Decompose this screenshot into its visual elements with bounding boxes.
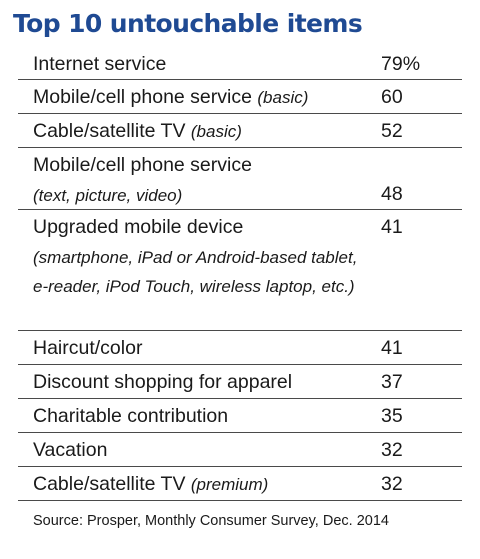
item-detail: (smartphone, iPad or Android-based table…	[33, 248, 358, 296]
item-label: Discount shopping for apparel	[33, 367, 368, 398]
item-value: 32	[381, 439, 403, 461]
item-qualifier: (premium)	[190, 475, 269, 494]
item-value: 48	[381, 183, 403, 205]
table-row: Internet service 79%	[18, 46, 462, 80]
table-row: Mobile/cell phone service (basic) 60	[18, 80, 462, 114]
item-value: 37	[381, 371, 403, 393]
table-row: Cable/satellite TV (basic) 52	[18, 114, 462, 148]
item-label: Cable/satellite TV (basic)	[33, 116, 368, 147]
item-name: Cable/satellite TV	[33, 120, 186, 142]
item-qualifier: (basic)	[190, 122, 242, 141]
table-row: Haircut/color 41	[18, 331, 462, 365]
item-name: Mobile/cell phone service	[33, 154, 252, 176]
item-label: Cable/satellite TV (premium)	[33, 469, 368, 500]
item-label: Mobile/cell phone service (text, picture…	[33, 150, 368, 210]
item-value: 41	[381, 216, 403, 238]
item-label: Mobile/cell phone service (basic)	[33, 82, 368, 113]
table-row: Vacation 32	[18, 433, 462, 467]
table-row: Discount shopping for apparel 37	[18, 365, 462, 399]
item-value: 60	[381, 86, 403, 108]
table-row: Charitable contribution 35	[18, 399, 462, 433]
item-label: Internet service	[33, 49, 368, 80]
item-name: Vacation	[33, 439, 108, 461]
item-name: Internet service	[33, 53, 167, 75]
item-label: Charitable contribution	[33, 401, 368, 432]
item-label: Haircut/color	[33, 333, 368, 364]
item-name: Upgraded mobile device	[33, 216, 244, 238]
table-row: Cable/satellite TV (premium) 32	[18, 467, 462, 501]
item-name: Discount shopping for apparel	[33, 371, 293, 393]
item-name: Cable/satellite TV	[33, 473, 186, 495]
item-value: 35	[381, 405, 403, 427]
item-label: Vacation	[33, 435, 368, 466]
item-value: 41	[381, 337, 403, 359]
source-note: Source: Prosper, Monthly Consumer Survey…	[33, 513, 389, 529]
item-name: Mobile/cell phone service	[33, 86, 252, 108]
item-label: Upgraded mobile device (smartphone, iPad…	[33, 212, 368, 301]
item-name: Charitable contribution	[33, 405, 229, 427]
table-title: Top 10 untouchable items	[13, 9, 363, 38]
table-row: Mobile/cell phone service (text, picture…	[18, 148, 462, 210]
item-name: Haircut/color	[33, 337, 143, 359]
untouchable-items-table: Internet service 79% Mobile/cell phone s…	[18, 46, 462, 501]
item-value: 32	[381, 473, 403, 495]
item-detail: (text, picture, video)	[33, 186, 183, 205]
item-qualifier: (basic)	[257, 88, 309, 107]
item-value: 79%	[381, 53, 421, 75]
table-row: Upgraded mobile device (smartphone, iPad…	[18, 210, 462, 331]
item-value: 52	[381, 120, 403, 142]
